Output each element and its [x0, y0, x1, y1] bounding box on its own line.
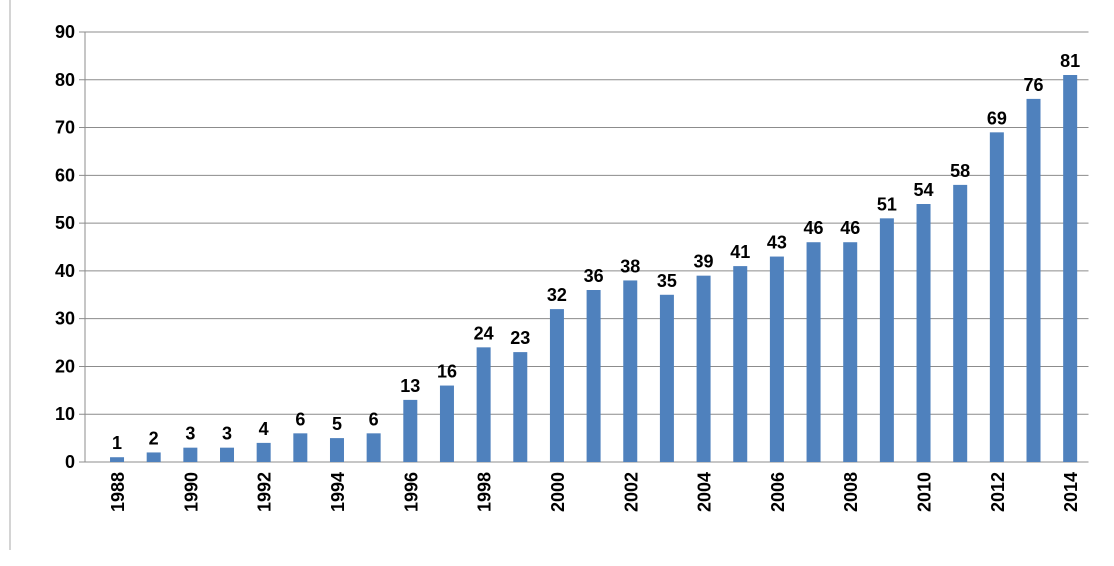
x-tick-label: 1988	[108, 472, 128, 512]
bar	[879, 218, 894, 462]
x-tick-label: 1992	[255, 472, 275, 512]
bar	[586, 290, 601, 462]
data-label: 51	[877, 194, 897, 214]
data-label: 2	[149, 428, 159, 448]
y-tick-label: 90	[55, 22, 75, 42]
y-tick-label: 50	[55, 213, 75, 233]
data-label: 36	[584, 266, 604, 286]
bar	[1026, 98, 1041, 462]
data-label: 76	[1023, 75, 1043, 95]
bar	[146, 452, 161, 462]
x-tick-label: 2008	[841, 472, 861, 512]
x-tick-label: 2004	[695, 472, 715, 512]
bar	[403, 399, 418, 462]
x-tick-label: 2014	[1061, 472, 1081, 512]
data-label: 13	[400, 376, 420, 396]
data-label: 32	[547, 285, 567, 305]
y-tick-label: 60	[55, 165, 75, 185]
bar	[110, 457, 125, 462]
y-tick-label: 20	[55, 356, 75, 376]
bar	[733, 266, 748, 462]
bar	[953, 184, 968, 462]
y-tick-label: 30	[55, 309, 75, 329]
bar	[843, 242, 858, 462]
data-label: 3	[185, 424, 195, 444]
x-tick-label: 2002	[621, 472, 641, 512]
x-tick-label: 1998	[475, 472, 495, 512]
bar	[623, 280, 638, 462]
bar	[989, 132, 1004, 463]
data-label: 23	[510, 328, 530, 348]
bar	[183, 447, 198, 462]
data-label: 6	[369, 409, 379, 429]
bar	[696, 275, 711, 462]
y-tick-label: 0	[65, 452, 75, 472]
bar	[329, 438, 344, 462]
data-label: 38	[620, 256, 640, 276]
x-tick-label: 1994	[328, 472, 348, 512]
data-label: 46	[840, 218, 860, 238]
data-label: 43	[767, 233, 787, 253]
data-label: 81	[1060, 51, 1080, 71]
bar	[1063, 75, 1078, 462]
bar	[916, 204, 931, 462]
data-label: 4	[259, 419, 269, 439]
data-label: 41	[730, 242, 750, 262]
bar	[476, 347, 491, 462]
y-tick-label: 40	[55, 261, 75, 281]
bar	[513, 352, 528, 462]
data-label: 35	[657, 271, 677, 291]
bar	[366, 433, 381, 462]
data-label: 5	[332, 414, 342, 434]
data-label: 3	[222, 424, 232, 444]
bar	[659, 294, 674, 462]
y-tick-label: 70	[55, 118, 75, 138]
bar	[293, 433, 308, 462]
data-label: 69	[987, 108, 1007, 128]
x-tick-label: 2010	[915, 472, 935, 512]
data-label: 39	[694, 252, 714, 272]
bar	[220, 447, 235, 462]
x-tick-label: 2000	[548, 472, 568, 512]
data-label: 58	[950, 161, 970, 181]
bar	[806, 242, 821, 462]
data-label: 16	[437, 362, 457, 382]
bar	[256, 442, 271, 462]
data-label: 1	[112, 433, 122, 453]
bar	[549, 309, 564, 462]
x-tick-label: 1996	[401, 472, 421, 512]
x-tick-label: 1990	[181, 472, 201, 512]
bar	[439, 385, 454, 462]
y-tick-label: 80	[55, 70, 75, 90]
y-tick-label: 10	[55, 404, 75, 424]
bar	[769, 256, 784, 462]
x-tick-label: 2012	[988, 472, 1008, 512]
data-label: 46	[804, 218, 824, 238]
data-label: 6	[295, 409, 305, 429]
x-tick-label: 2006	[768, 472, 788, 512]
data-label: 24	[474, 323, 494, 343]
data-label: 54	[914, 180, 934, 200]
